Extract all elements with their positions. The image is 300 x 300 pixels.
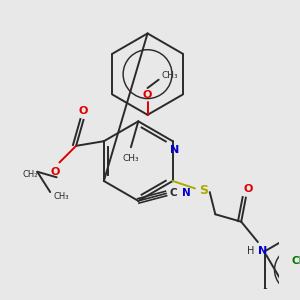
Text: O: O [50,167,59,177]
Text: N: N [182,188,191,198]
Text: CH₂: CH₂ [22,170,38,179]
Text: N: N [258,246,267,256]
Text: N: N [170,145,179,154]
Text: Cl: Cl [291,256,300,266]
Text: CH₃: CH₃ [123,154,139,163]
Text: O: O [79,106,88,116]
Text: C: C [169,188,177,199]
Text: O: O [143,90,152,100]
Text: CH₃: CH₃ [53,192,69,201]
Text: O: O [244,184,253,194]
Text: H: H [247,246,254,256]
Text: S: S [199,184,208,197]
Text: CH₃: CH₃ [161,71,178,80]
